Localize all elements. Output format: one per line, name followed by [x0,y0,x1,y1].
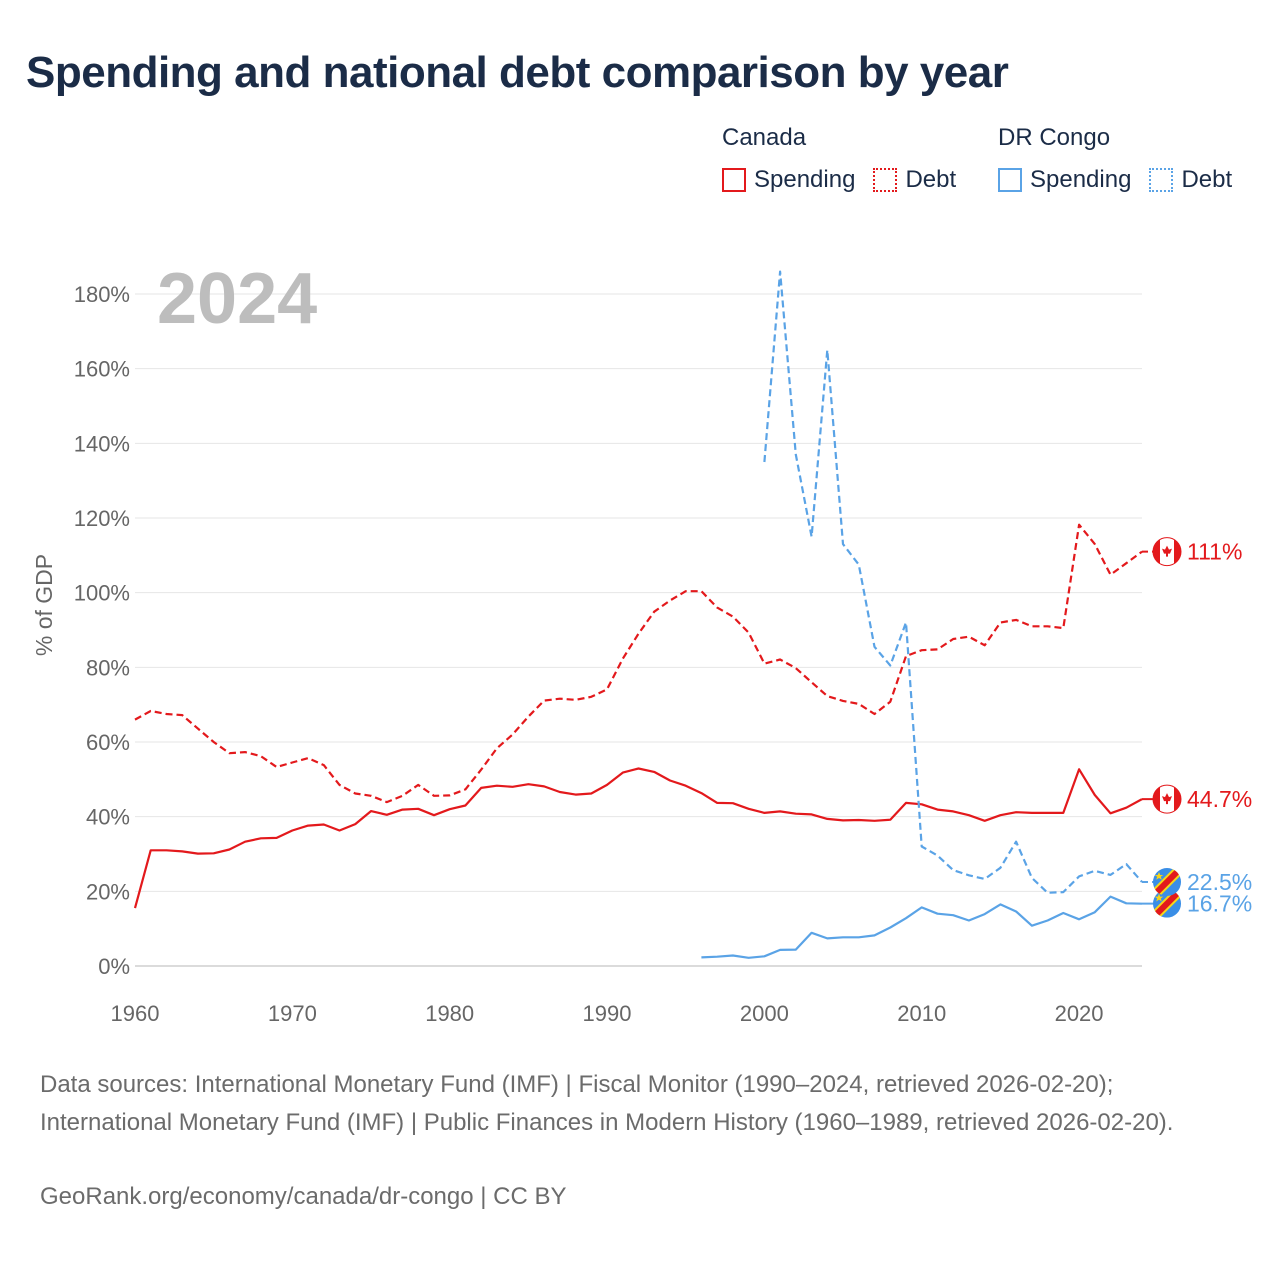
series-line-canada-debt[interactable] [134,523,1143,804]
end-value-label: 22.5% [1187,869,1252,895]
end-value-label: 16.7% [1187,891,1252,917]
legend-group-canada: Canada Spending Debt [722,124,974,194]
x-tick-label: 2000 [740,1001,789,1026]
y-tick-label: 180% [74,282,130,307]
line-chart: 0% 20% 40% 60% 80% 100% 120% 140% 160% 180% 1960 19… [31,259,1252,1026]
series-line-dr-congo-spending[interactable] [701,895,1143,959]
legend-label: Spending [754,166,856,193]
solid-line-swatch-icon [722,168,746,192]
end-value-label: 111% [1187,539,1242,565]
legend-group-name: DR Congo [998,124,1111,151]
end-value-label: 44.7% [1187,786,1252,812]
x-tick-label: 2010 [897,1001,946,1026]
y-tick-label: 140% [74,431,130,456]
x-tick-label: 1980 [425,1001,474,1026]
legend-item-drc-spending[interactable]: Spending [998,166,1131,194]
dr-congo-flag-icon [1153,868,1181,896]
x-tick-label: 1960 [111,1001,160,1026]
legend-group-dr-congo: DR Congo Spending Debt [998,124,1250,194]
current-year-label: 2024 [157,259,317,339]
x-tick-label: 1970 [268,1001,317,1026]
y-tick-label: 60% [86,730,130,755]
chart-title: Spending and national debt comparison by… [26,48,1009,97]
legend-item-canada-debt[interactable]: Debt [873,166,956,194]
series-line-canada-spending[interactable] [133,767,1143,909]
y-tick-label: 0% [98,954,130,979]
y-tick-label: 160% [74,357,130,382]
y-tick-label: 120% [74,506,130,531]
dashed-line-swatch-icon [873,168,898,192]
legend-label: Debt [905,166,957,193]
canada-flag-icon [1152,537,1182,567]
canada-flag-icon [1152,784,1182,814]
series-line-dr-congo-debt[interactable] [763,270,1143,894]
y-axis-title: % of GDP [31,554,57,656]
data-sources: Data sources: International Monetary Fun… [40,1071,1174,1136]
legend-item-canada-spending[interactable]: Spending [722,166,855,194]
legend-label: Debt [1181,166,1233,193]
y-tick-label: 80% [86,655,130,680]
legend-label: Spending [1030,166,1132,193]
legend-group-name: Canada [722,124,807,151]
solid-line-swatch-icon [998,168,1022,192]
dashed-line-swatch-icon [1149,168,1174,192]
legend-item-drc-debt[interactable]: Debt [1149,166,1232,194]
credit-link[interactable]: GeoRank.org/economy/canada/dr-congo | CC… [40,1183,567,1210]
x-tick-label: 2020 [1055,1001,1104,1026]
y-tick-label: 40% [86,805,130,830]
y-tick-label: 100% [74,581,130,606]
x-tick-label: 1990 [583,1001,632,1026]
y-tick-label: 20% [86,879,130,904]
